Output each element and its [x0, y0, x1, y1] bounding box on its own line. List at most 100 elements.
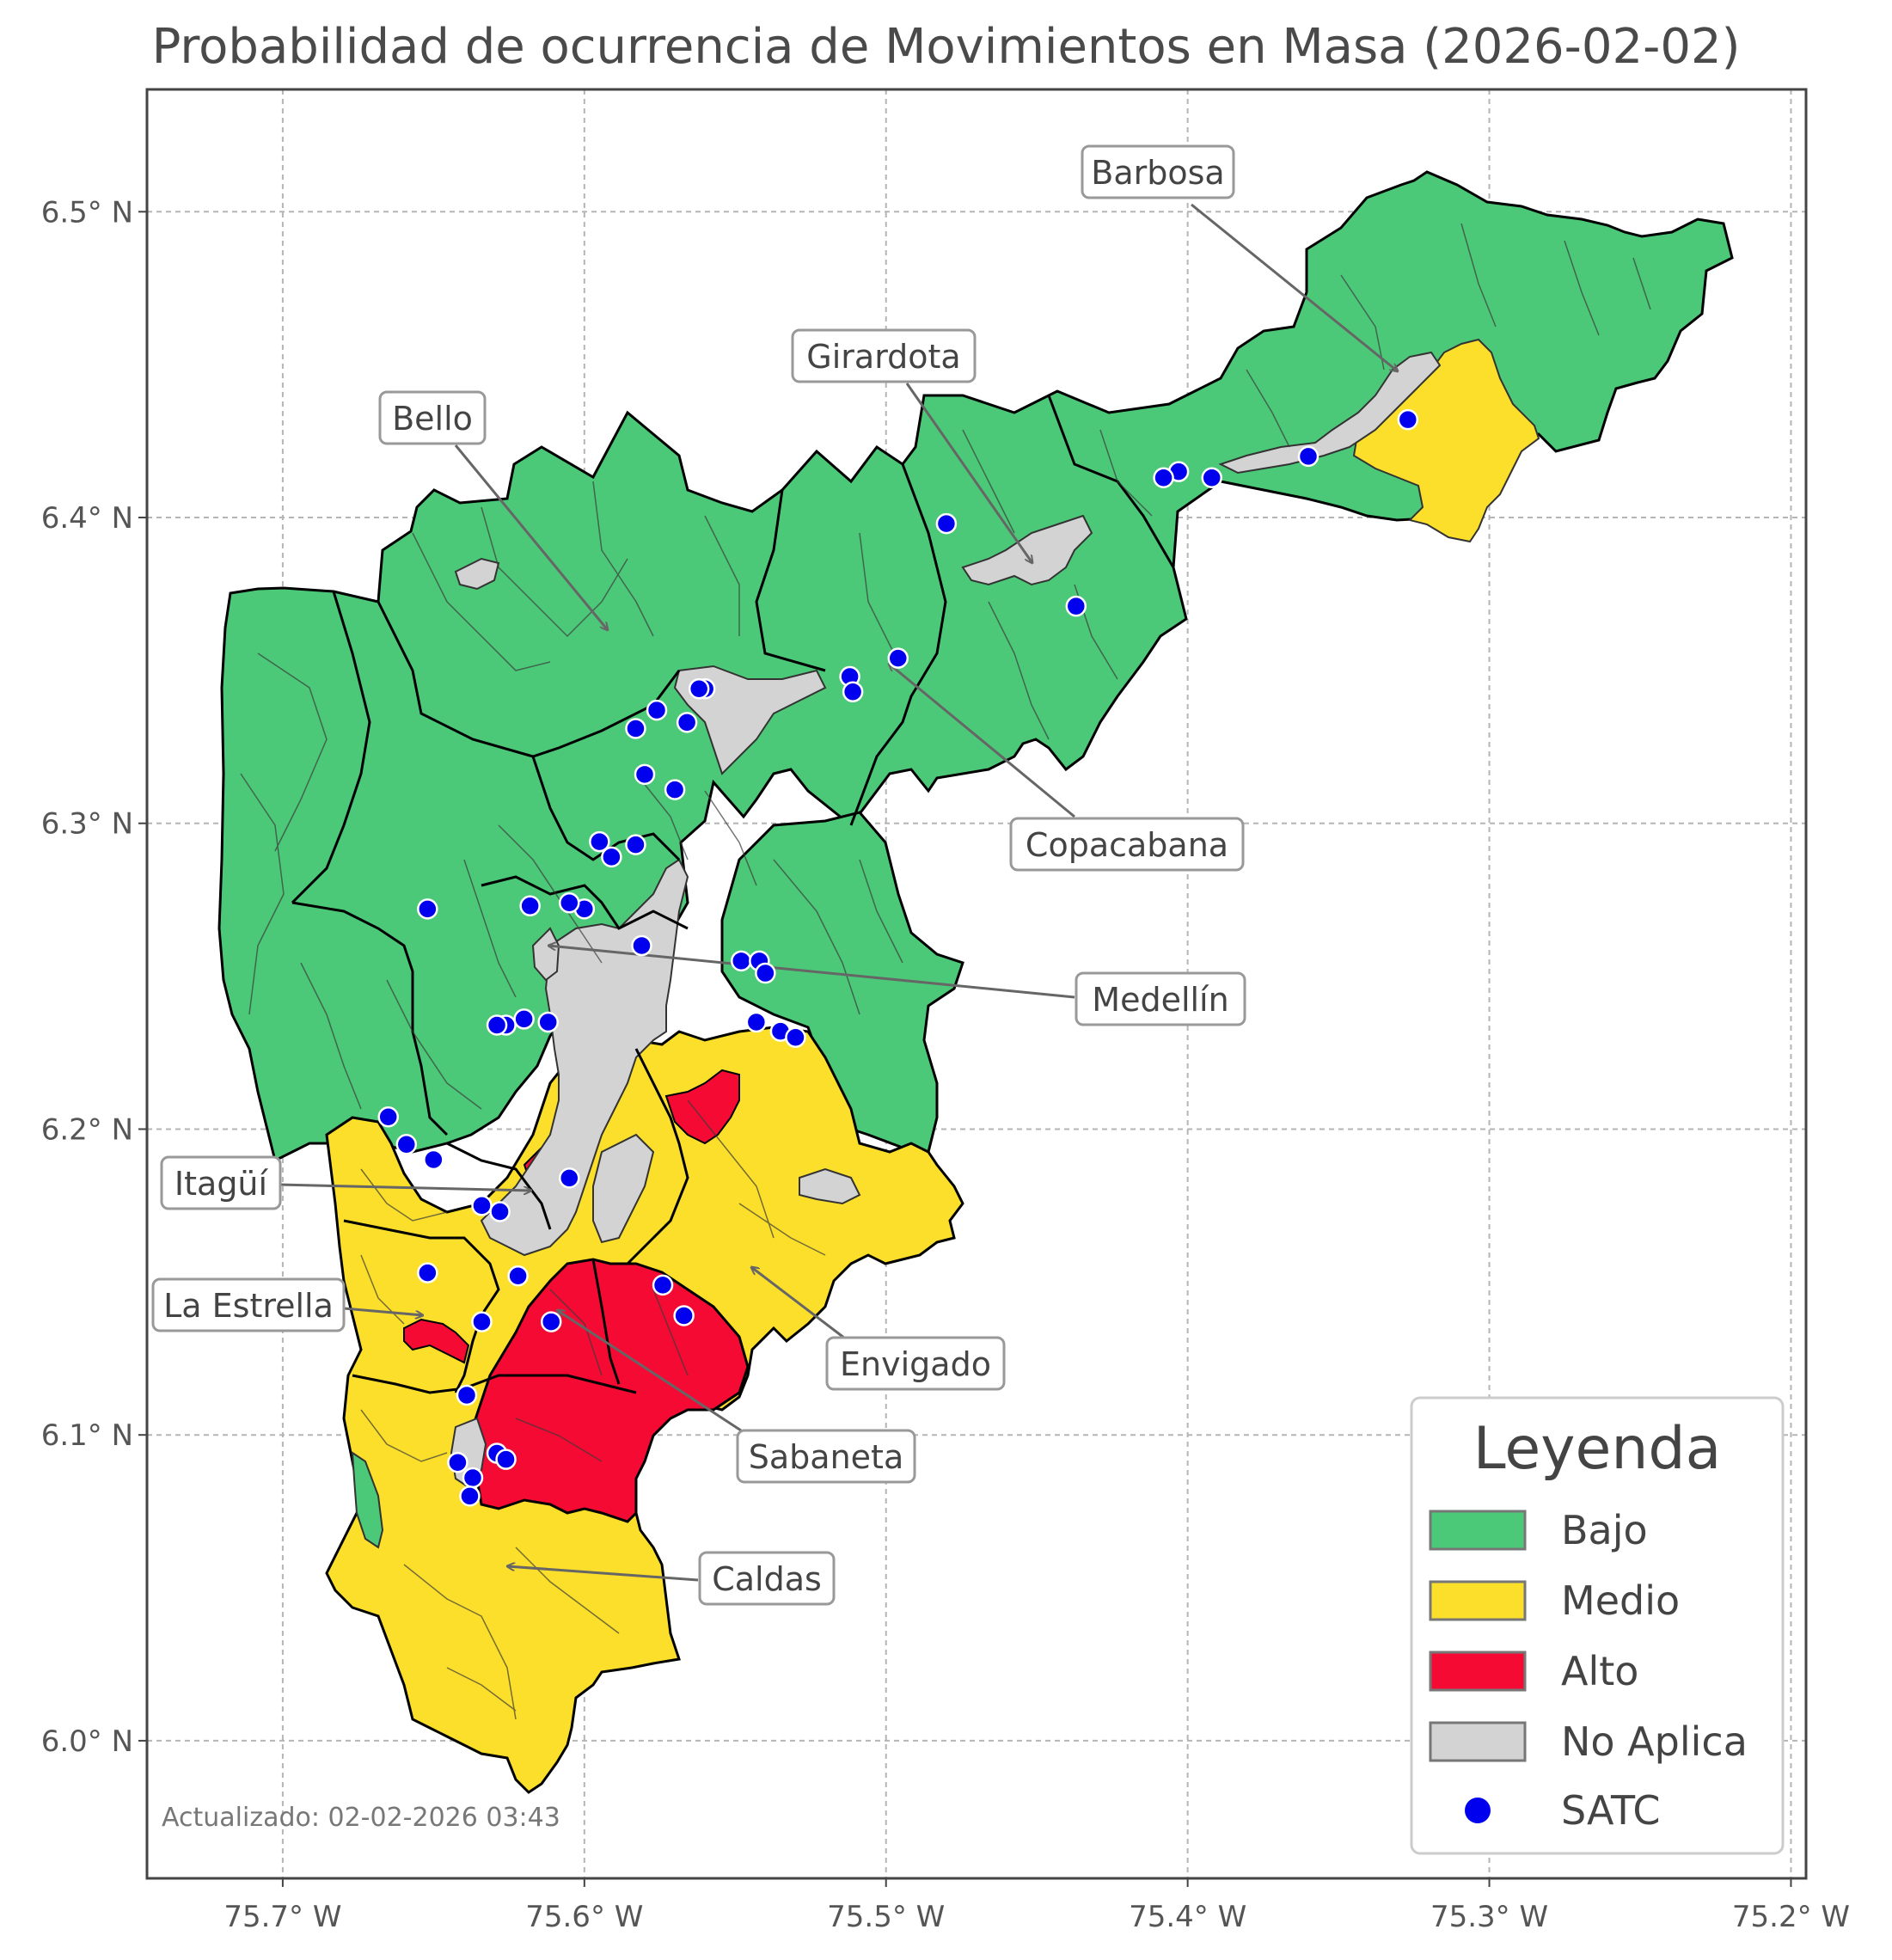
legend-label-medio: Medio: [1561, 1577, 1680, 1624]
legend-item-medio: Medio: [1429, 1577, 1680, 1624]
label-copacabana-text: Copacabana: [1026, 826, 1228, 864]
boundary-caldas: [352, 1374, 637, 1394]
label-medellin-text: Medellín: [1092, 981, 1228, 1019]
tick-label-lon-1: 75.6° W: [525, 1900, 643, 1934]
region-bajo-east: [720, 811, 964, 1154]
arrow-barbosa: [1191, 203, 1398, 371]
label-girardota-text: Girardota: [806, 338, 960, 376]
legend-item-alto: Alto: [1429, 1648, 1638, 1694]
axes-frame: [145, 88, 1808, 1880]
municipality-labels: Barbosa Girardota Bello Copacabana Medel…: [151, 144, 1246, 1606]
satc-station-9: [842, 681, 864, 703]
satc-station-27: [755, 962, 776, 984]
updated-timestamp: Actualizado: 02-02-2026 03:43: [162, 1803, 560, 1833]
arrow-copacabana: [889, 664, 1075, 818]
label-girardota: Girardota: [791, 328, 977, 383]
satc-station-30: [785, 1026, 806, 1049]
satc-station-34: [486, 1014, 508, 1036]
region-no-aplica-envigado: [799, 1167, 861, 1205]
legend-swatch-no-aplica: [1429, 1721, 1527, 1762]
label-sabaneta: Sabaneta: [736, 1429, 916, 1484]
satc-station-32: [537, 1011, 559, 1033]
satc-station-42: [507, 1265, 529, 1287]
boundary-itagui: [446, 1142, 552, 1230]
satc-station-16: [664, 779, 686, 800]
tick-label-lat-3: 6.2° N: [41, 1112, 133, 1147]
boundary-medellin-core: [481, 875, 689, 930]
satc-station-23: [417, 898, 438, 920]
label-caldas: Caldas: [698, 1551, 836, 1606]
legend-swatch-bajo: [1429, 1510, 1527, 1551]
satc-station-11: [688, 677, 710, 700]
satc-station-31: [513, 1008, 535, 1030]
boundary-medellin-n: [531, 756, 681, 861]
legend-swatch-alto: [1429, 1651, 1527, 1692]
legend-label-satc: SATC: [1561, 1787, 1660, 1834]
arrow-sabaneta: [557, 1310, 742, 1432]
satc-station-5: [935, 512, 958, 535]
label-laestrella-text: La Estrella: [163, 1287, 334, 1325]
tick-label-lon-4: 75.3° W: [1430, 1900, 1548, 1934]
satc-station-51: [462, 1467, 484, 1489]
satc-station-6: [1065, 595, 1087, 617]
tick-label-lat-2: 6.3° N: [41, 807, 133, 842]
region-no-aplica-valley: [480, 858, 689, 1257]
tick-label-lon-3: 75.4° W: [1129, 1900, 1246, 1934]
boundary-sabaneta: [591, 1259, 621, 1385]
region-no-aplica-bello-nw: [454, 557, 500, 591]
tick-label-lat-1: 6.4° N: [41, 501, 133, 536]
label-caldas-text: Caldas: [712, 1560, 822, 1598]
tick-label-lon-2: 75.5° W: [827, 1900, 945, 1934]
satc-station-13: [646, 699, 668, 721]
tick-label-lon-0: 75.7° W: [223, 1900, 341, 1934]
satc-station-49: [495, 1449, 517, 1470]
satc-station-28: [745, 1011, 768, 1033]
satc-station-46: [540, 1311, 562, 1332]
boundary-girardota: [849, 463, 947, 826]
boundary-bello-west: [291, 591, 371, 904]
label-envigado-text: Envigado: [840, 1345, 991, 1383]
satc-station-19: [601, 846, 622, 868]
arrow-bello: [454, 444, 608, 630]
region-bajo-southwest: [351, 1451, 384, 1549]
label-itagui: Itagüí: [160, 1155, 282, 1210]
arrow-laestrella: [343, 1307, 423, 1315]
boundary-medellin-w: [291, 901, 449, 1136]
satc-station-40: [489, 1201, 511, 1222]
tick-label-lat-4: 6.1° N: [41, 1418, 133, 1453]
region-alto-laestrella: [403, 1318, 470, 1364]
legend: Leyenda Bajo Medio Alto No Aplica SATC: [1410, 1396, 1785, 1855]
satc-station-35: [377, 1106, 399, 1128]
region-alto-east: [664, 1069, 740, 1145]
tick-label-lat-0: 6.5° N: [41, 195, 133, 230]
label-barbosa: Barbosa: [1081, 144, 1235, 199]
label-bello: Bello: [378, 390, 487, 445]
legend-title: Leyenda: [1473, 1415, 1722, 1483]
legend-marker-satc: [1465, 1798, 1491, 1823]
boundary-envigado: [626, 1048, 689, 1265]
municipal-boundaries: [291, 395, 1175, 1394]
arrow-envigado: [751, 1267, 856, 1348]
satc-station-44: [673, 1305, 695, 1326]
label-envigado: Envigado: [825, 1336, 1006, 1391]
satc-station-41: [417, 1262, 438, 1283]
satc-station-0: [1397, 408, 1419, 431]
satc-station-24: [631, 934, 652, 957]
satc-station-2: [1201, 467, 1222, 489]
satc-station-25: [731, 950, 752, 972]
arrow-itagui: [278, 1183, 531, 1191]
satc-station-22: [519, 895, 541, 917]
satc-station-37: [423, 1148, 444, 1171]
arrow-caldas: [507, 1566, 699, 1582]
region-bajo-north: [217, 170, 1734, 1163]
satc-station-43: [652, 1274, 674, 1296]
axis-ticks: 75.7° W 75.6° W 75.5° W 75.4° W 75.3° W 75.2°…: [41, 195, 1850, 1934]
satc-station-17: [625, 834, 646, 855]
satc-station-7: [887, 647, 909, 669]
satc-station-36: [395, 1134, 418, 1155]
satc-station-45: [471, 1311, 493, 1332]
legend-item-bajo: Bajo: [1429, 1507, 1648, 1553]
arrow-girardota: [905, 383, 1032, 563]
satc-station-1: [1297, 445, 1320, 468]
